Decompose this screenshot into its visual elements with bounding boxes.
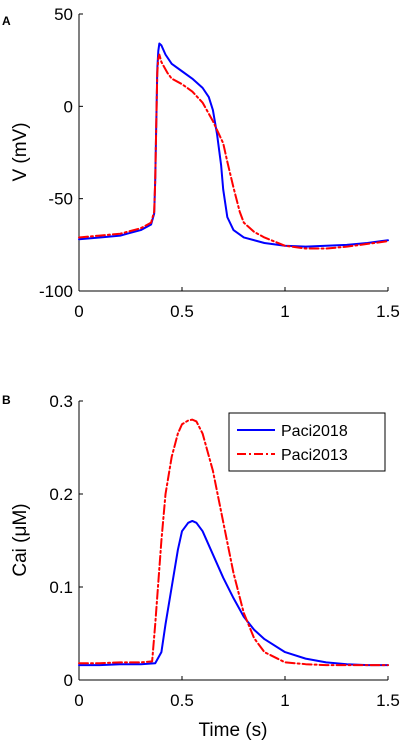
y-tick-label-a: 0 — [64, 97, 73, 116]
legend-label-paci2013: Paci2013 — [281, 447, 348, 464]
panel-label-b: B — [2, 393, 11, 407]
y-tick-label-b: 0.3 — [49, 392, 73, 411]
panel-b: B Cai (μM) Time (s) 0 0.5 1 1.5 0 0.1 0.2 0.3 P… — [2, 392, 400, 741]
panel-a: A V (mV) 0 0.5 1 1.5 -100 -50 0 50 — [2, 5, 400, 321]
x-tick-label-a: 1.5 — [376, 302, 400, 321]
y-tick-label-b: 0.1 — [49, 578, 73, 597]
series-line-b-paci2018 — [78, 519, 389, 667]
y-tick-label-a: -50 — [48, 190, 73, 209]
x-tick-label-b: 0 — [74, 691, 83, 710]
y-tick-label-a: 50 — [54, 5, 73, 24]
x-tick-label-a: 0 — [74, 302, 83, 321]
y-axis-label-a: V (mV) — [10, 122, 31, 181]
x-axis-label-b: Time (s) — [199, 720, 268, 741]
legend-label-paci2018: Paci2018 — [281, 423, 348, 440]
plot-area-b: 0 0.5 1 1.5 0 0.1 0.2 0.3 — [49, 392, 399, 710]
x-tick-label-b: 0.5 — [170, 691, 194, 710]
series-line-a-1 — [78, 53, 389, 250]
legend-box — [228, 412, 386, 472]
x-tick-label-b: 1.5 — [376, 691, 400, 710]
panel-label-a: A — [2, 14, 11, 28]
x-tick-label-b: 1 — [280, 691, 289, 710]
x-tick-label-a: 0.5 — [170, 302, 194, 321]
series-line-b-paci2013 — [78, 418, 389, 667]
x-tick-label-a: 1 — [280, 302, 289, 321]
plot-area-a: 0 0.5 1 1.5 -100 -50 0 50 — [39, 5, 400, 321]
legend: Paci2018 Paci2013 — [228, 412, 386, 472]
y-tick-label-b: 0.2 — [49, 485, 73, 504]
series-line-a-0 — [78, 42, 389, 248]
y-axis-label-b: Cai (μM) — [10, 503, 31, 576]
y-tick-label-b: 0 — [64, 671, 73, 690]
y-tick-label-a: -100 — [39, 282, 73, 301]
